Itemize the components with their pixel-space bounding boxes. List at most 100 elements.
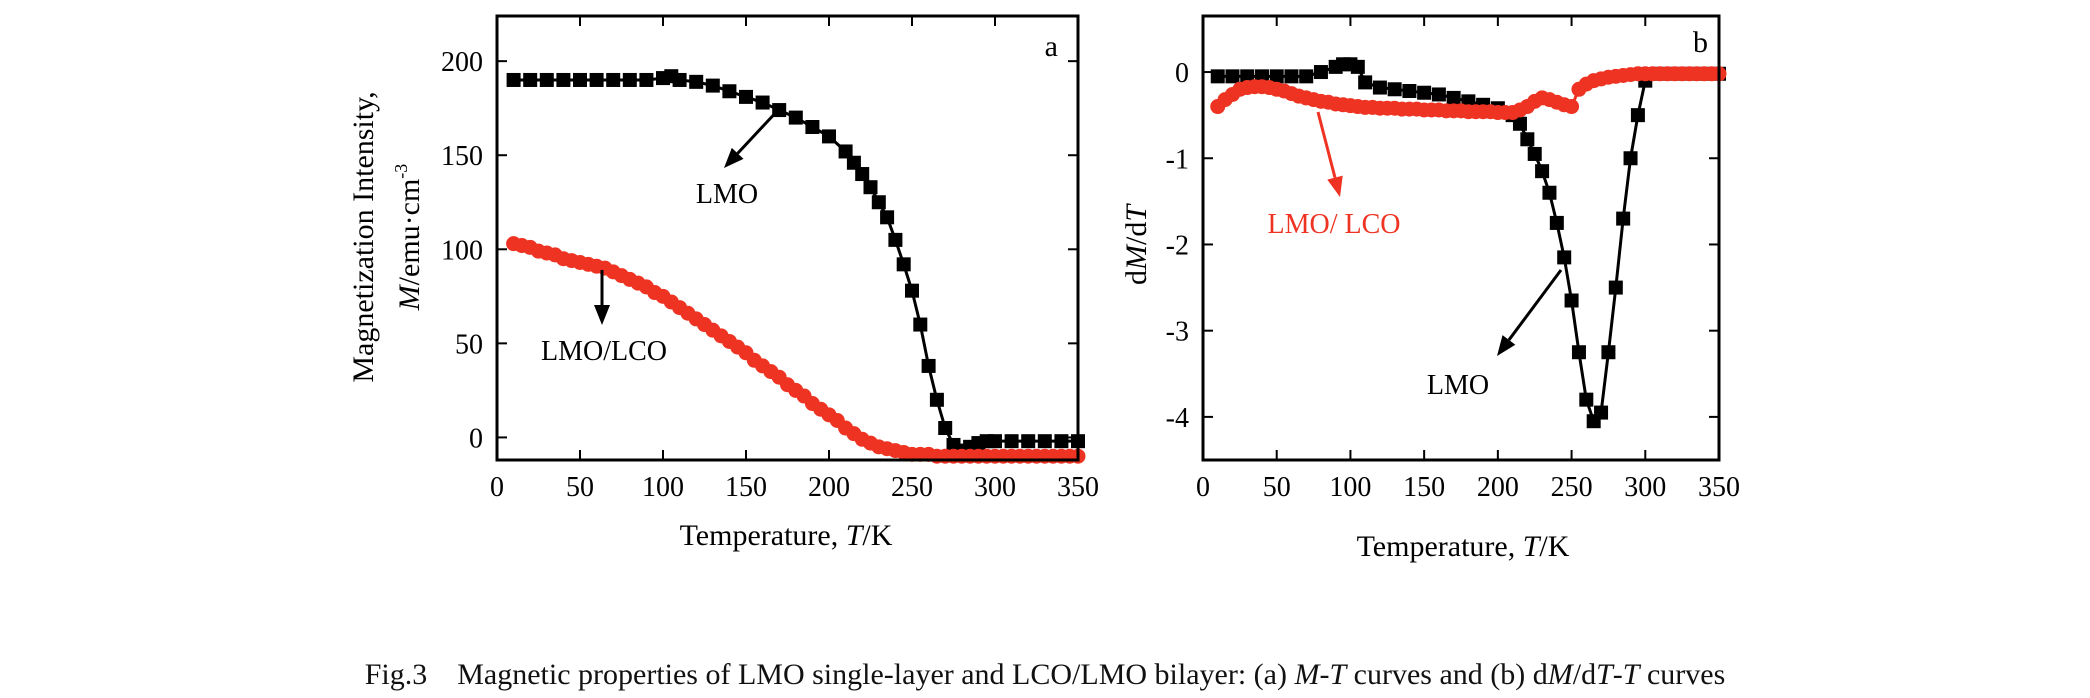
panel-a-xtick-label: 100 [642,472,684,503]
panel-a-point-lmo [855,167,870,182]
panel-b-point-lmo [1527,146,1542,161]
panel-b-point-lmo [1616,211,1631,226]
panel-a-point-lmo [871,195,886,210]
caption-part4: /d [1572,658,1597,691]
panel-b-point-lmo [1512,116,1527,131]
panel-b-frame [1201,14,1721,462]
panel-b-point-lmo [1240,69,1255,84]
panel-a-xtick-label: 200 [808,472,850,503]
panel-b-point-lmo [1284,69,1299,84]
panel-a-annotation-arrow-shaft [736,106,782,155]
panel-a-point-lmo [672,72,687,87]
panel-a-ylabel-exp: -3 [391,164,411,179]
panel-a-point-lmo [506,72,521,87]
panel-b-annotation-arrow-head [1497,335,1516,356]
panel-b-xtick-label: 250 [1551,472,1593,503]
panel-b-point-lmo [1372,80,1387,95]
panel-a-xtick-label: 250 [891,472,933,503]
panel-a-point-lmo [905,283,919,298]
panel-b-point-lmo [1446,90,1461,105]
panel-b-point-lmo [1387,82,1402,97]
panel-a-point-lmo [689,74,704,89]
panel-b-xlabel: Temperature, T/K [1357,530,1570,563]
caption-part1: Magnetic properties of LMO single-layer … [457,658,1295,691]
panel-a-ytick-label: 200 [441,47,483,78]
figure-caption: Fig.3 Magnetic properties of LMO single-… [0,658,2090,692]
panel-a-ylabel-line1: Magnetization Intensity, [347,91,380,382]
caption-part5: - [1612,658,1623,691]
panel-b-point-lmo [1299,69,1314,84]
panel-b-annotation-arrow-shaft [1316,111,1337,179]
panel-b-xlabel-prefix: Temperature, [1357,530,1523,563]
panel-b-ytick-label: 0 [1175,58,1189,89]
panel-b-point-lmo [1601,345,1616,360]
panel-b-xtick-label: 0 [1196,472,1210,503]
panel-a-point-lmo [988,434,1002,449]
panel-a-point-lmo [896,257,911,272]
panel-a-point-lmo [1004,434,1019,449]
panel-b-xtick-label: 200 [1477,472,1519,503]
caption-t3: T [1622,658,1640,691]
panel-a-point-lmo [539,72,554,87]
panel-b-point-lmo [1431,87,1446,102]
panel-b-panel-label: b [1693,26,1708,59]
panel-b-point-lmo [1623,151,1638,166]
panel-a-annotation-arrow-head [594,305,610,325]
panel-a-plot-area: 0 50 100 150 200 250 300 350 0 50 100 150 200 a LMO LMO… [441,14,1099,503]
panel-b-ylabel-slash: /d [1120,222,1153,245]
panel-b-xtick-label: 350 [1698,472,1740,503]
panel-a-ylabel-line2: M/emu·cm-3 [391,164,426,312]
panel-b-point-lmo [1630,108,1645,123]
panel-a-point-lmo [938,421,953,436]
panel-b-ylabel-var2: T [1120,203,1153,222]
panel-a-point-lmo [722,84,737,99]
panel-b-point-lmo [1210,69,1225,84]
panel-a-point-lmo [755,95,770,110]
panel-a-point-lmo [705,78,720,93]
caption-part3: curves and (b) d [1346,658,1548,691]
panel-a-frame [495,14,1080,462]
caption-m1: M [1294,658,1320,691]
panel-b-point-lmo [1269,69,1284,84]
panel-a-xlabel-var: T [846,519,865,552]
panel-a-point-lmo [1021,434,1036,449]
panel-a-panel-label: a [1045,30,1058,63]
panel-b-point-lmo [1520,132,1535,147]
panel-a-point-lmo [589,72,604,87]
panel-b-annotation-label: LMO [1427,370,1489,401]
panel-a-ytick-label: 0 [469,423,483,454]
panel-b-annotation-arrow-shaft [1507,269,1563,341]
panel-b-point-lmo [1579,392,1594,407]
panel-a-point-lmo [523,72,538,87]
panel-b-xtick-label: 100 [1329,472,1371,503]
panel-b-point-lmo-lco [1564,99,1580,115]
panel-a-ylabel-unit: /emu·cm [393,179,426,286]
panel-b-point-lmo [1542,185,1557,200]
panel-b-point-lmo [1557,250,1572,265]
panel-a-point-lmo [929,392,944,407]
panel-a-point-lmo [805,120,820,134]
panel-b-point-lmo [1571,345,1586,360]
panel-a-point-lmo [556,72,571,87]
panel-a-point-lmo [739,89,753,104]
panel-a-ylabel-var: M [393,283,426,311]
panel-b-point-lmo [1417,85,1432,100]
panel-a-xtick-label: 50 [566,472,594,503]
panel-b-annotation-arrow-head [1327,175,1343,197]
panel-a-point-lmo [1037,434,1052,449]
panel-b-ytick-label: -3 [1166,317,1189,348]
panel-a-xlabel-prefix: Temperature, [680,519,846,552]
panel-b-point-lmo [1254,69,1269,84]
panel-b-ylabel: dM/dT [1120,203,1153,285]
panel-a-ytick-label: 50 [455,329,483,360]
panel-b-xtick-label: 150 [1403,472,1445,503]
panel-b-ytick-label: -1 [1166,144,1189,175]
caption-part2: - [1319,658,1330,691]
panel-a-xtick-label: 150 [725,472,767,503]
panel-a-xtick-label: 300 [974,472,1016,503]
panel-a-point-lmo [888,232,903,247]
panel-a-annotation-label: LMO/LCO [541,336,667,367]
panel-a-point-lmo [921,358,936,373]
panel-a-point-lmo [639,72,654,87]
